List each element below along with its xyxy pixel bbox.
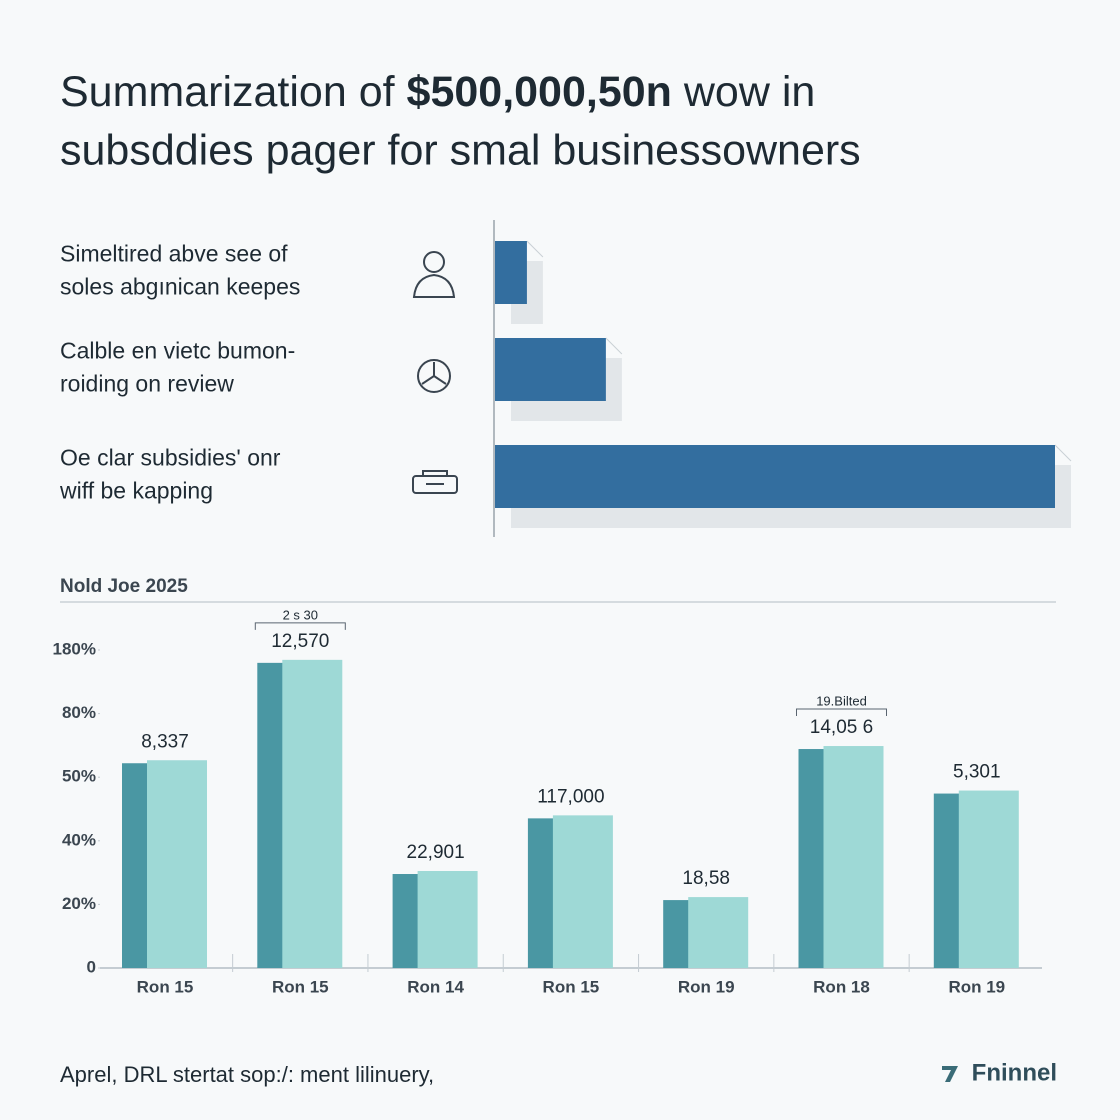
bar-annotation: 8,337: [141, 731, 189, 752]
bar-side: [933, 793, 960, 968]
bar-edge: [1054, 444, 1072, 462]
bar-annotation: 14,05 6: [810, 717, 873, 738]
bar-face: [282, 659, 343, 968]
category-label: soles abgınican keepes: [60, 274, 300, 300]
bar-side: [798, 749, 825, 968]
bar: [527, 815, 613, 968]
footer-source: Aprel, DRL stertat sop:/: ment lilinuery…: [60, 1062, 434, 1087]
category-label: Oe clar subsidies' onr: [60, 445, 281, 471]
bar-face: [147, 760, 207, 968]
y-tick-label: 0: [87, 957, 96, 976]
category-label: Simeltired abve see of: [60, 241, 288, 267]
bar-face: [823, 746, 884, 968]
bar-side: [392, 874, 419, 968]
x-tick-label: Ron 19: [948, 977, 1005, 996]
x-tick-label: Ron 14: [407, 977, 464, 996]
logo-mark: [942, 1066, 958, 1082]
bar-edge: [605, 337, 623, 355]
x-tick-label: Ron 18: [813, 977, 870, 996]
y-tick-label: 20%: [62, 894, 96, 913]
bar-note: 19.Bilted: [816, 693, 867, 708]
note-bracket: [254, 622, 346, 630]
bar-annotation: 117,000: [537, 786, 604, 807]
y-tick-label: 40%: [62, 830, 96, 849]
person-icon: [412, 251, 456, 298]
bar-annotation: 22,901: [407, 842, 465, 863]
bar-annotation: 12,570: [271, 631, 329, 652]
bar-annotation: 5,301: [953, 762, 1001, 783]
note-bracket: [796, 708, 887, 717]
bar: [933, 790, 1019, 968]
case-icon: [412, 470, 458, 494]
bar-side: [122, 763, 148, 968]
x-tick-label: Ron 15: [272, 977, 329, 996]
category-label: wiff be kapping: [59, 478, 213, 504]
bar: [392, 871, 478, 968]
bar-face: [417, 871, 478, 968]
bar: [798, 746, 884, 968]
y-tick-label: 50%: [62, 767, 96, 786]
bar-note: 2 s 30: [283, 607, 318, 622]
bar-edge: [526, 240, 544, 258]
category-label: Calble en vietc bumon-: [60, 338, 295, 364]
title-line: Summarization of $500,000,50n wow in: [60, 68, 815, 116]
bar-face: [552, 815, 613, 968]
bar: [257, 659, 343, 968]
bar: [495, 241, 527, 304]
category-label: roiding on review: [60, 371, 234, 397]
x-tick-label: Ron 15: [137, 977, 194, 996]
bar-annotation: 18,58: [682, 868, 730, 889]
y-tick-label: 80%: [62, 703, 96, 722]
chart-subtitle: Nold Joe 2025: [60, 576, 188, 597]
title-line: subsddies pager for smal businessowners: [60, 126, 861, 174]
bar: [495, 338, 606, 401]
bar-face: [958, 790, 1019, 968]
bar: [663, 897, 749, 968]
bar-face: [688, 897, 749, 968]
bar-side: [257, 662, 284, 968]
title-bold: $500,000,50n: [407, 68, 672, 116]
x-tick-label: Ron 19: [678, 977, 735, 996]
title-part: wow in: [672, 68, 815, 116]
x-tick-label: Ron 15: [543, 977, 600, 996]
title-part: Summarization of: [60, 68, 407, 116]
footer-logo: Fninnel: [972, 1059, 1057, 1086]
bar: [122, 760, 207, 968]
wheel-icon: [417, 359, 451, 393]
bar: [495, 445, 1055, 508]
bar-side: [527, 818, 554, 968]
y-tick-label: 180%: [53, 639, 96, 658]
bar-side: [663, 900, 690, 968]
